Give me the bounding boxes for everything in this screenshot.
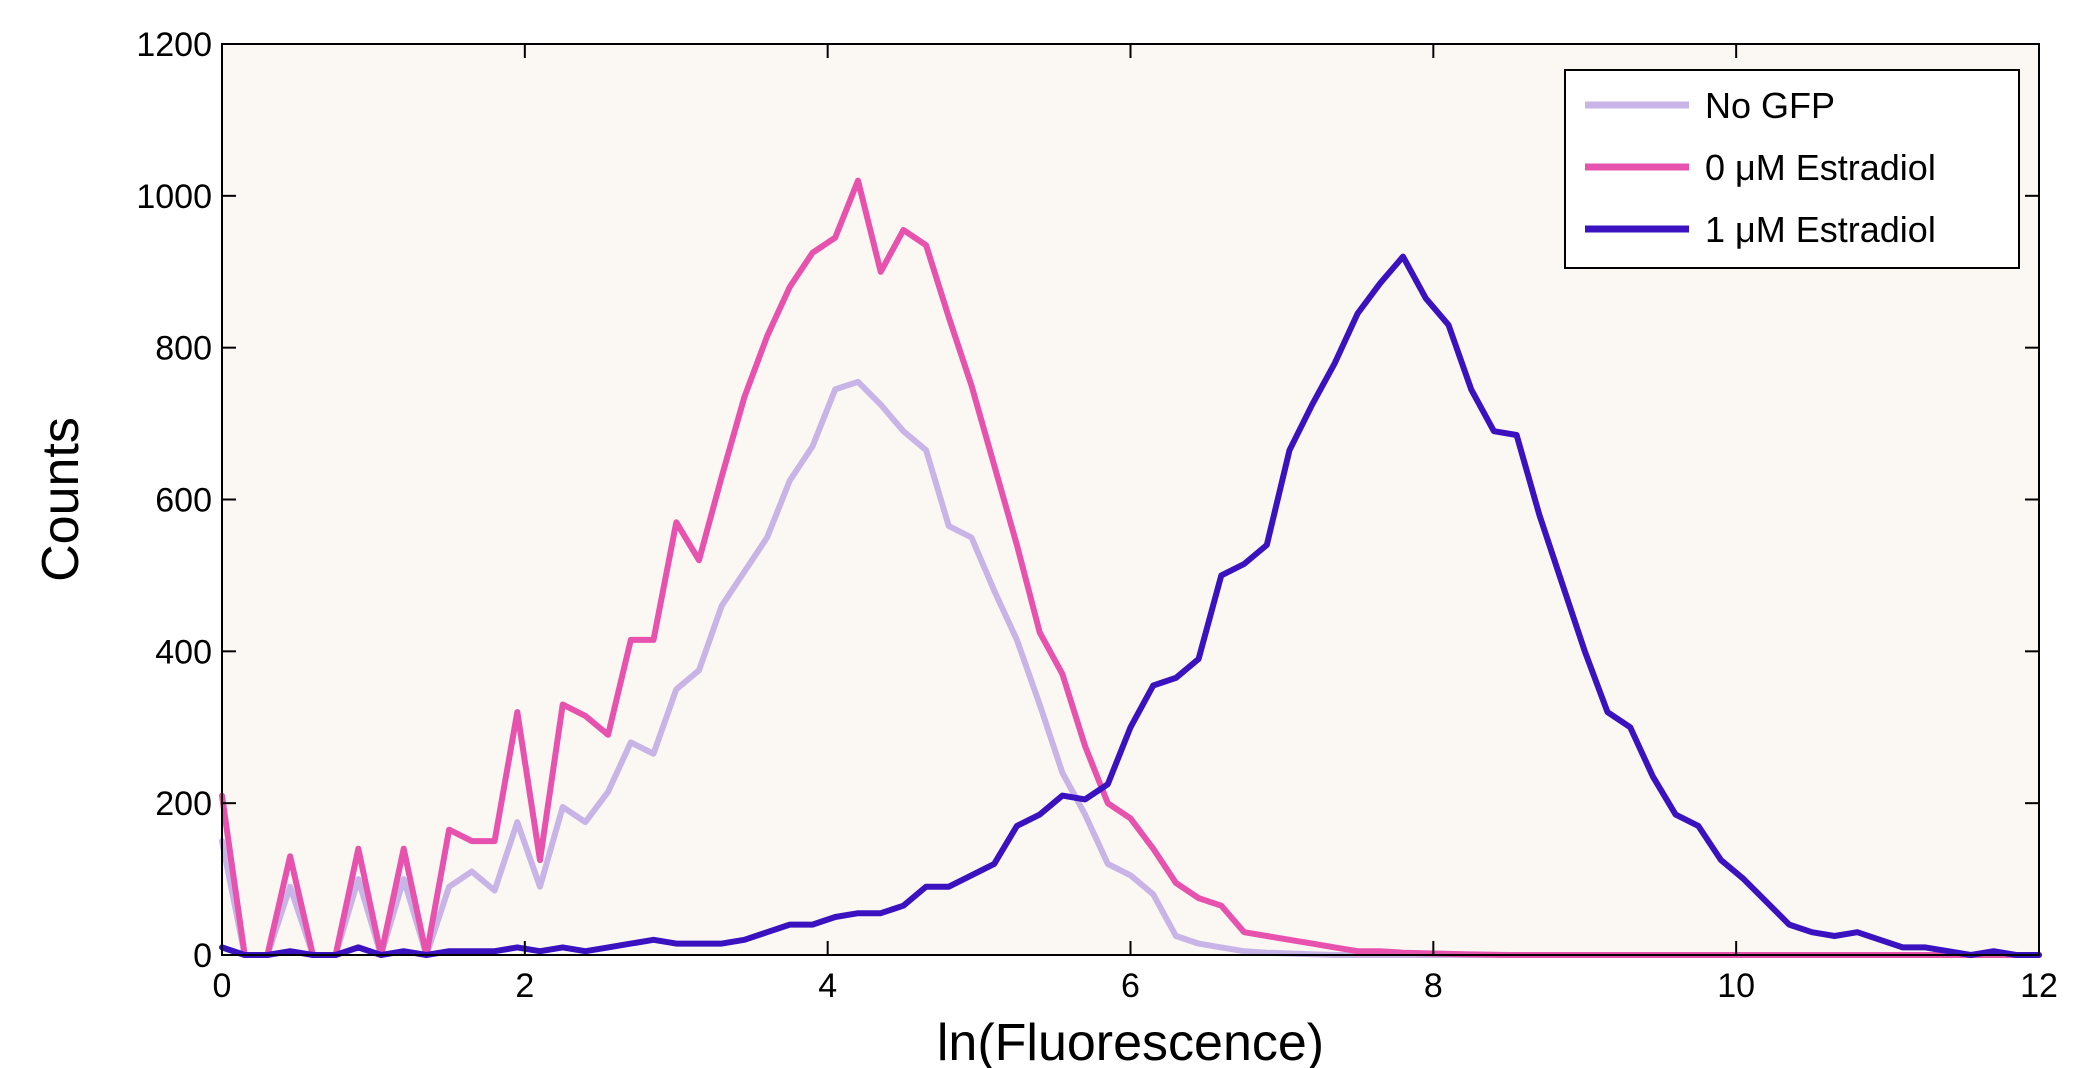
axis-ticks: 0 2 4 6 8 10 12 0 200 400 600 800 1000 1200: [136, 26, 2058, 1005]
y-tick-label: 1200: [136, 26, 212, 64]
y-tick-label: 600: [155, 482, 212, 520]
x-tick-label: 0: [213, 967, 232, 1005]
x-tick-label: 8: [1424, 967, 1443, 1005]
x-tick-label: 6: [1121, 967, 1140, 1005]
legend-label: No GFP: [1705, 85, 1835, 126]
y-tick-label: 0: [193, 937, 212, 975]
series-line-2: [219, 177, 2042, 958]
legend: No GFP 0 μM Estradiol 1 μM Estradiol: [1564, 69, 2020, 269]
x-tick-label: 2: [515, 967, 534, 1005]
y-tick-label: 200: [155, 785, 212, 823]
y-tick-label: 400: [155, 633, 212, 671]
y-tick-label: 1000: [136, 178, 212, 216]
x-tick-label: 10: [1717, 967, 1755, 1005]
x-axis-title: ln(Fluorescence): [937, 1014, 1324, 1068]
y-axis-title: Counts: [32, 417, 90, 582]
legend-label: 0 μM Estradiol: [1705, 147, 1936, 188]
x-tick-label: 4: [818, 967, 837, 1005]
y-tick-label: 800: [155, 330, 212, 368]
legend-label: 1 μM Estradiol: [1705, 209, 1936, 250]
x-tick-label: 12: [2020, 967, 2058, 1005]
